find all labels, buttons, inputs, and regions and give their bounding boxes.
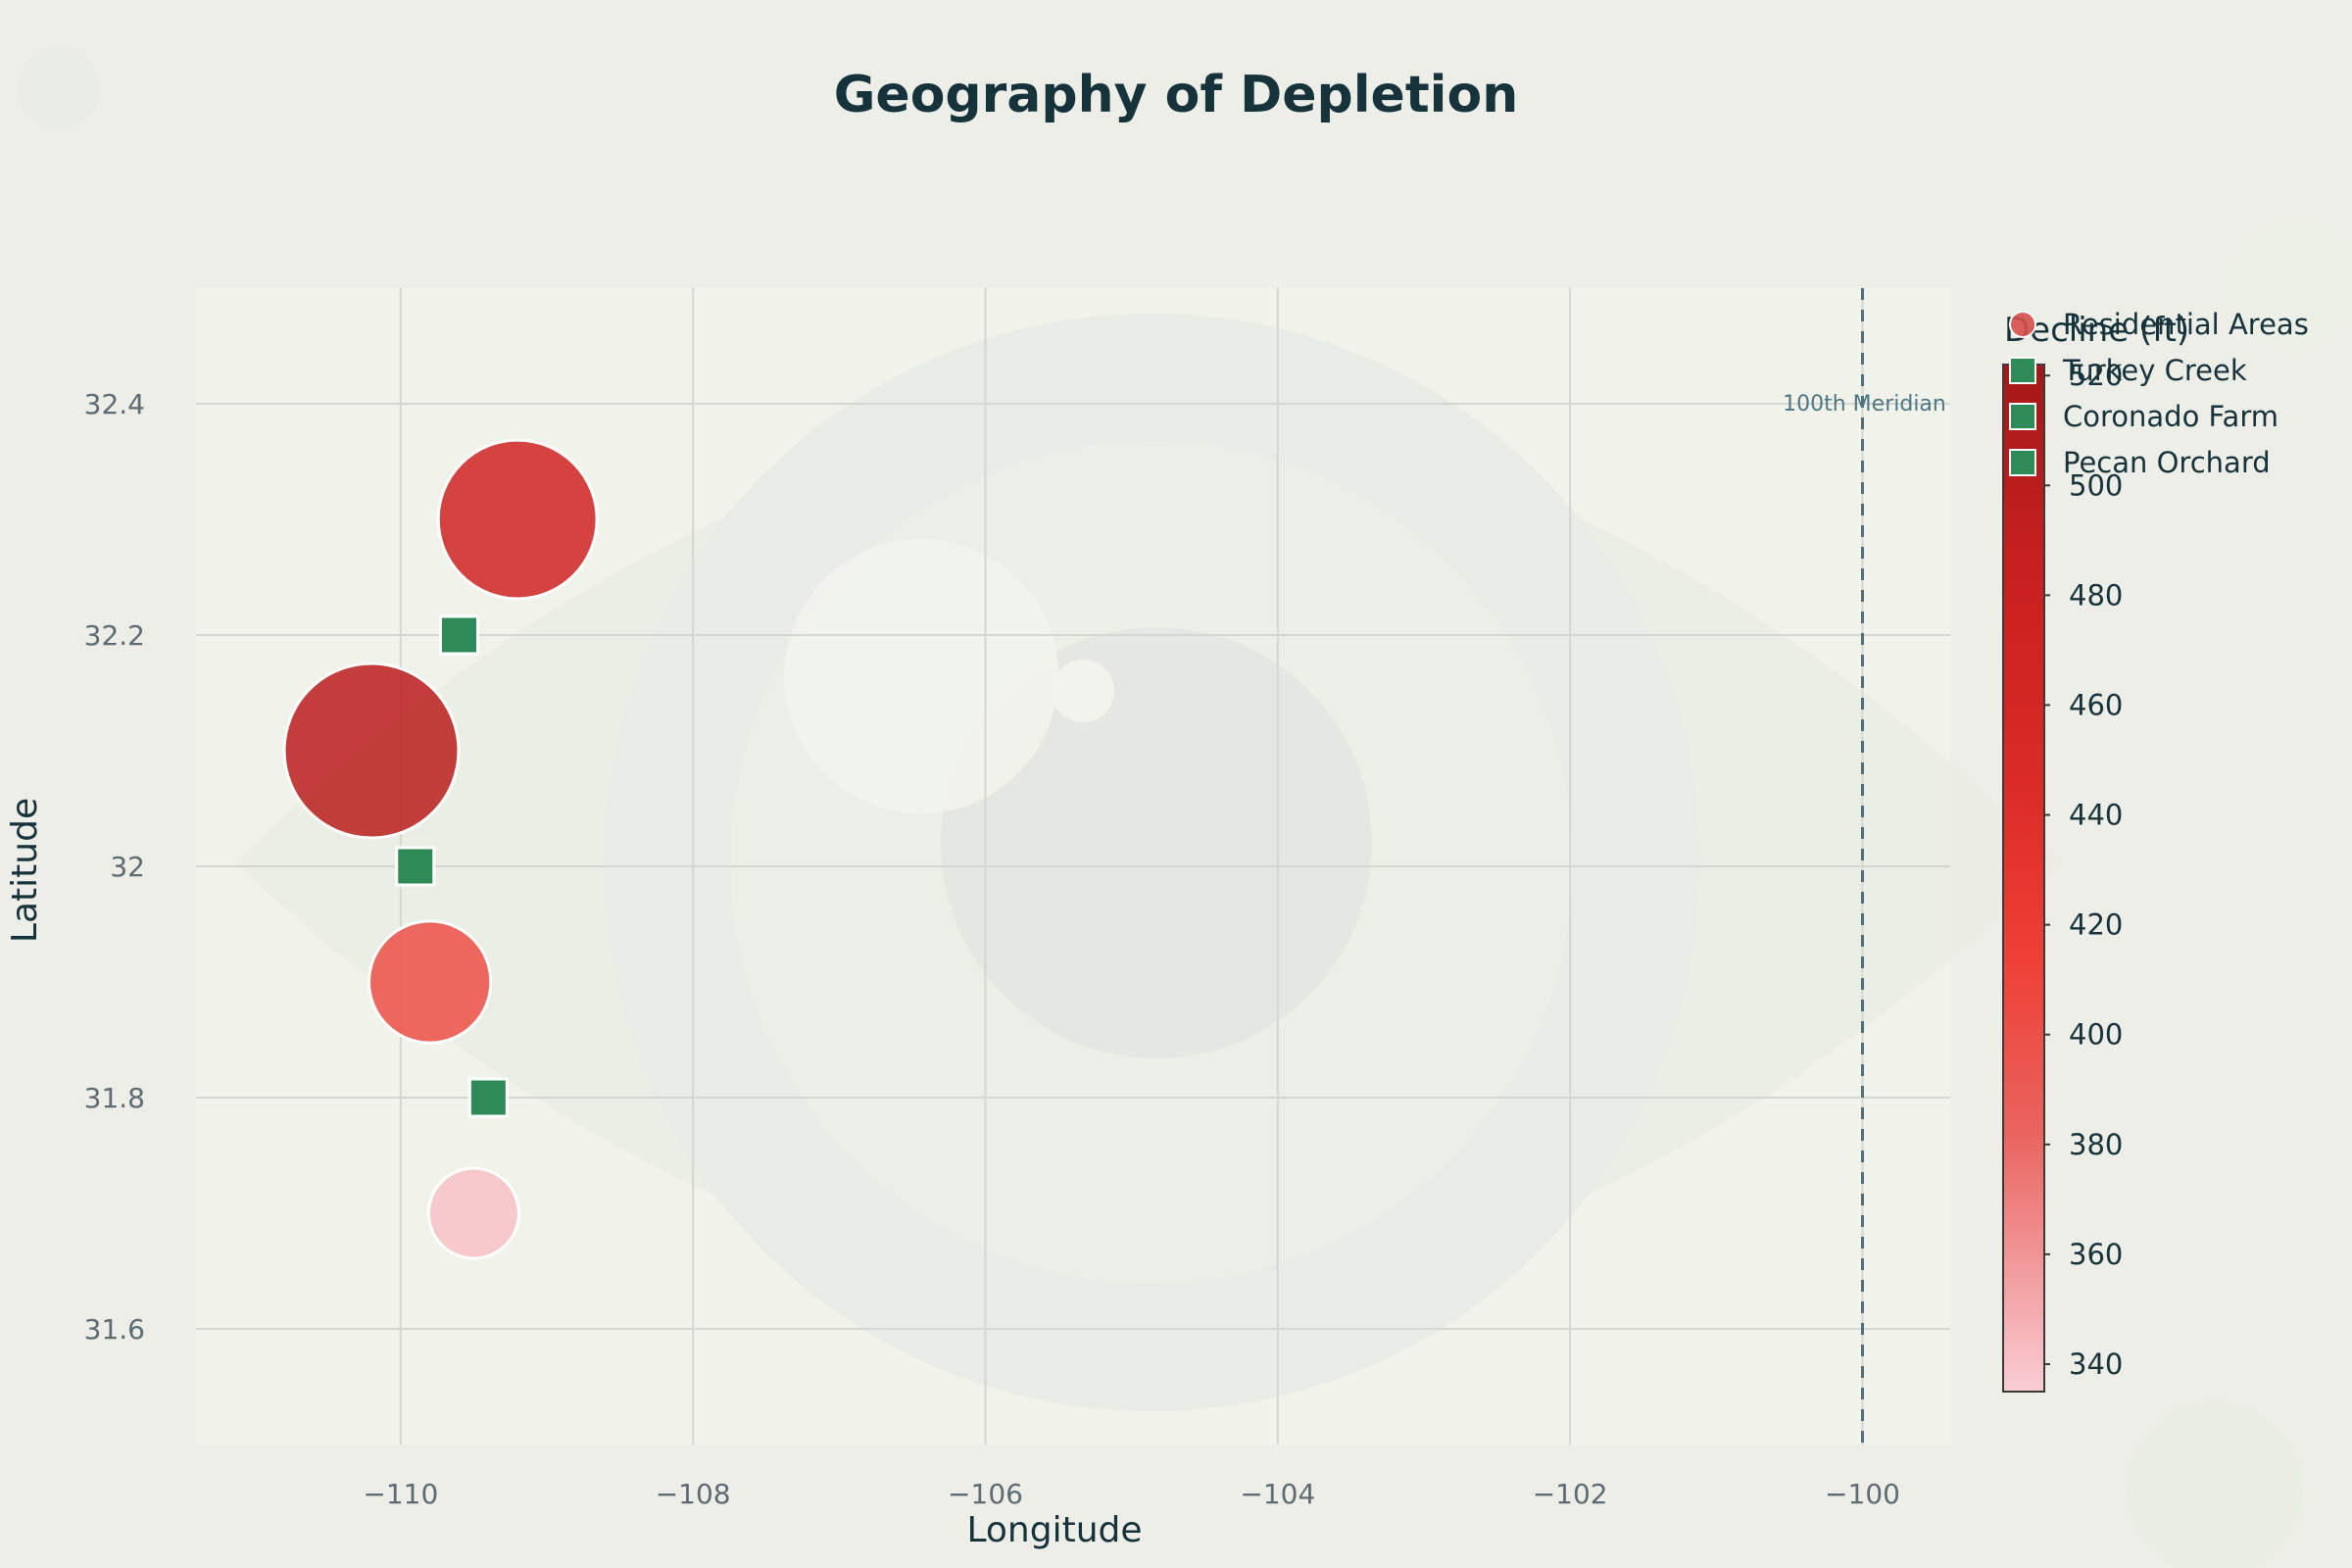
colorbar-tick-label: 380 <box>2069 1128 2123 1161</box>
colorbar-tick-label: 360 <box>2069 1238 2123 1271</box>
x-tick-label: −102 <box>1533 1478 1608 1510</box>
residential-area-bubble <box>368 919 493 1045</box>
colorbar-ticks: 340 360 380 400 420 440 460 480 500 520 <box>2044 359 2123 1381</box>
legend-label-turkey-creek: Turkey Creek <box>2062 354 2247 387</box>
well-marker-coronado-farm <box>395 846 436 887</box>
reference-line-label: 100th Meridian <box>1783 392 1946 416</box>
data-points <box>282 438 599 1260</box>
legend-marker-coronado-farm <box>2009 403 2036 430</box>
colorbar-tick-label: 400 <box>2069 1018 2123 1052</box>
x-tick-label: −100 <box>1825 1478 1900 1510</box>
plot-area: 100th Meridian <box>196 288 1950 1445</box>
y-tick-label: 31.8 <box>84 1082 145 1114</box>
x-axis-ticks: −110 −108 −106 −104 −102 −100 <box>363 1478 1900 1510</box>
legend-label-coronado-farm: Coronado Farm <box>2063 400 2278 433</box>
residential-area-bubble <box>282 662 461 840</box>
x-tick-label: −110 <box>363 1478 438 1510</box>
colorbar-tick-label: 440 <box>2069 799 2123 832</box>
legend-label-pecan-orchard: Pecan Orchard <box>2063 446 2271 479</box>
y-tick-label: 32 <box>110 851 145 883</box>
colorbar-tick-label: 420 <box>2069 908 2123 942</box>
well-marker-pecan-orchard <box>467 1077 509 1118</box>
y-tick-label: 32.2 <box>84 619 145 652</box>
colorbar-tick-label: 480 <box>2069 578 2123 612</box>
residential-area-bubble <box>436 438 599 601</box>
x-tick-label: −108 <box>656 1478 731 1510</box>
colorbar-tick-label: 520 <box>2069 359 2123 392</box>
legend-label-residential-areas: Residential Areas <box>2063 308 2309 341</box>
gridlines <box>196 288 1950 1445</box>
legend-marker-pecan-orchard <box>2009 449 2036 476</box>
chart-title: Geography of Depletion <box>834 66 1519 124</box>
well-marker-turkey-creek <box>439 614 479 656</box>
colorbar-gradient <box>2002 364 2045 1393</box>
residential-area-bubble <box>426 1166 520 1260</box>
y-tick-label: 31.6 <box>84 1313 145 1346</box>
colorbar-tick-label: 340 <box>2069 1348 2123 1381</box>
x-axis-title: Longitude <box>966 1510 1142 1550</box>
x-tick-label: −106 <box>948 1478 1023 1510</box>
y-axis-ticks: 31.6 31.8 32 32.2 32.4 <box>84 388 145 1346</box>
colorbar-tick-label: 460 <box>2069 688 2123 721</box>
x-tick-label: −104 <box>1240 1478 1315 1510</box>
y-tick-label: 32.4 <box>84 388 145 420</box>
y-axis-title: Latitude <box>5 798 45 943</box>
colorbar: Decline (ft) 340360380400420440460480500… <box>2002 311 2189 1393</box>
legend[interactable]: Residential Areas Turkey Creek Coronado Fa… <box>2009 308 2309 479</box>
colorbar-tick-label: 500 <box>2069 468 2123 502</box>
legend-marker-residential-areas <box>2009 311 2036 338</box>
legend-marker-turkey-creek <box>2009 357 2036 384</box>
